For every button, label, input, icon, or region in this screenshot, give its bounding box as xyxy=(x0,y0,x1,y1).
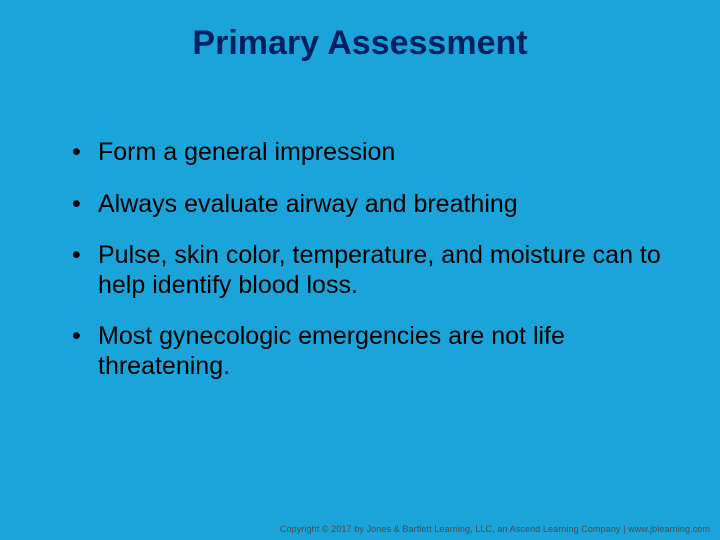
list-item: Pulse, skin color, temperature, and mois… xyxy=(64,241,664,300)
list-item: Form a general impression xyxy=(64,138,664,168)
list-item: Always evaluate airway and breathing xyxy=(64,190,664,220)
slide-title: Primary Assessment xyxy=(0,24,720,63)
copyright-footer: Copyright © 2017 by Jones & Bartlett Lea… xyxy=(280,524,710,534)
bullet-list: Form a general impression Always evaluat… xyxy=(64,138,664,381)
list-item: Most gynecologic emergencies are not lif… xyxy=(64,322,664,381)
slide-body: Form a general impression Always evaluat… xyxy=(64,138,664,403)
slide: Primary Assessment Form a general impres… xyxy=(0,0,720,540)
